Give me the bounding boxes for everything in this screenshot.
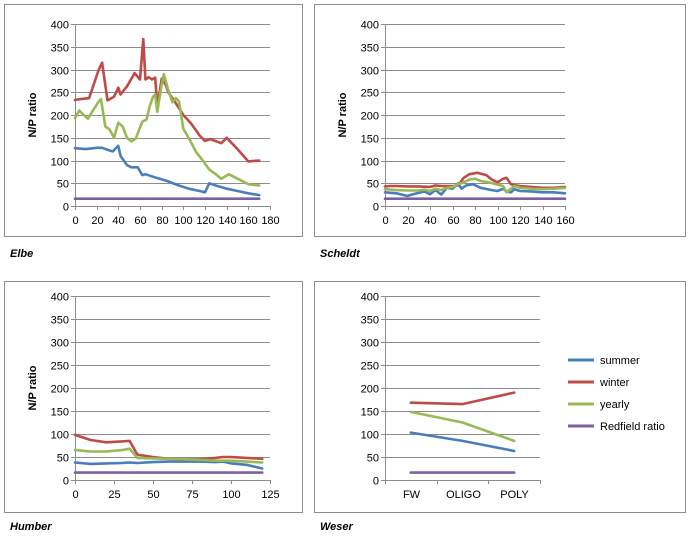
scheldt-x-tick-label: 20	[402, 215, 414, 227]
elbe-x-tick-label: 80	[156, 215, 168, 227]
elbe-y-tick-label: 50	[57, 179, 69, 191]
elbe-y-tick-label: 150	[51, 134, 69, 146]
scheldt-series-summer	[383, 182, 567, 198]
elbe-series-yearly	[73, 72, 261, 187]
elbe-y-tick-label: 200	[51, 111, 69, 123]
elbe-x-tick-label: 40	[112, 215, 124, 227]
humber-series-yearly	[73, 447, 264, 464]
chart-weser: 0 50 100 150 200 250 300 350 400 FW OLIGO POLY summe…	[314, 281, 686, 513]
scheldt-y-axis-title: N/P ratio	[337, 92, 349, 137]
humber-frame	[4, 281, 303, 513]
chart-humber: 0 50 100 150 200 250 300 350 400 0 25 50 75 100 125 N/P…	[4, 281, 303, 513]
weser-legend-label-redfield-ratio: Redfield ratio	[600, 421, 665, 433]
humber-y-axis-title: N/P ratio	[27, 365, 39, 410]
caption-scheldt: Scheldt	[320, 248, 360, 260]
scheldt-x-tick-label: 40	[424, 215, 436, 227]
scheldt-x-tick-label: 80	[469, 215, 481, 227]
humber-y-tick-label: 100	[51, 430, 69, 442]
scheldt-y-tick-label: 150	[361, 134, 379, 146]
weser-y-tick-label: 350	[361, 315, 379, 327]
elbe-y-tick-label: 350	[51, 43, 69, 55]
humber-y-tick-label: 150	[51, 407, 69, 419]
weser-y-tick-label: 0	[373, 476, 379, 488]
scheldt-series-yearly	[383, 177, 567, 194]
chart-scheldt: 0 50 100 150 200 250 300 350 400 0 20 40 60 80 100 120 1…	[314, 4, 686, 237]
elbe-y-tick-label: 0	[63, 202, 69, 214]
weser-series-yearly	[409, 410, 516, 443]
weser-x-tick-label: POLY	[500, 489, 529, 501]
elbe-series-summer	[73, 144, 261, 197]
humber-x-tick-label: 125	[261, 489, 279, 501]
elbe-x-tick-label: 140	[218, 215, 236, 227]
humber-y-tick-label: 250	[51, 361, 69, 373]
humber-series-summer	[73, 460, 264, 470]
elbe-x-tick-label: 0	[72, 215, 78, 227]
weser-legend-label-winter: winter	[599, 377, 630, 389]
weser-y-tick-label: 100	[361, 430, 379, 442]
weser-y-tick-label: 200	[361, 384, 379, 396]
humber-y-tick-label: 200	[51, 384, 69, 396]
scheldt-x-tick-label: 60	[447, 215, 459, 227]
humber-y-tick-label: 350	[51, 315, 69, 327]
caption-weser: Weser	[320, 521, 353, 533]
scheldt-x-tick-label: 160	[556, 215, 574, 227]
humber-x-tick-label: 100	[222, 489, 240, 501]
weser-series-winter	[409, 391, 516, 406]
humber-y-tick-label: 0	[63, 476, 69, 488]
scheldt-x-tick-label: 0	[382, 215, 388, 227]
elbe-x-tick-label: 60	[134, 215, 146, 227]
elbe-x-tick-label: 180	[261, 215, 279, 227]
scheldt-y-tick-label: 350	[361, 43, 379, 55]
elbe-x-tick-label: 120	[196, 215, 214, 227]
weser-y-tick-label: 250	[361, 361, 379, 373]
weser-series-summer	[409, 431, 516, 453]
elbe-x-tick-label: 20	[91, 215, 103, 227]
elbe-x-tick-label: 160	[239, 215, 257, 227]
scheldt-y-tick-label: 400	[361, 20, 379, 32]
weser-y-tick-label: 150	[361, 407, 379, 419]
scheldt-y-tick-label: 300	[361, 66, 379, 78]
elbe-x-tick-label: 100	[174, 215, 192, 227]
elbe-y-tick-label: 400	[51, 20, 69, 32]
weser-x-tick-label: FW	[403, 489, 421, 501]
humber-x-tick-label: 25	[108, 489, 120, 501]
elbe-y-tick-label: 100	[51, 157, 69, 169]
humber-y-tick-label: 400	[51, 292, 69, 304]
weser-y-tick-label: 300	[361, 338, 379, 350]
elbe-y-axis-title: N/P ratio	[27, 92, 39, 137]
scheldt-y-tick-label: 100	[361, 157, 379, 169]
humber-x-tick-label: 0	[72, 489, 78, 501]
elbe-y-tick-label: 300	[51, 66, 69, 78]
weser-y-tick-label: 400	[361, 292, 379, 304]
scheldt-y-tick-label: 0	[373, 202, 379, 214]
scheldt-series-winter	[383, 171, 567, 190]
scheldt-x-tick-label: 140	[534, 215, 552, 227]
elbe-y-tick-label: 250	[51, 88, 69, 100]
weser-x-tick-label: OLIGO	[446, 489, 481, 501]
scheldt-y-tick-label: 250	[361, 88, 379, 100]
weser-y-tick-label: 50	[367, 453, 379, 465]
humber-x-tick-label: 50	[147, 489, 159, 501]
caption-elbe: Elbe	[10, 248, 34, 260]
humber-y-tick-label: 300	[51, 338, 69, 350]
scheldt-x-tick-label: 120	[511, 215, 529, 227]
elbe-frame	[4, 4, 303, 237]
humber-x-tick-label: 75	[186, 489, 198, 501]
humber-y-tick-label: 50	[57, 453, 69, 465]
scheldt-x-tick-label: 100	[489, 215, 507, 227]
weser-legend-label-summer: summer	[600, 355, 640, 367]
scheldt-y-tick-label: 50	[367, 179, 379, 191]
elbe-series-winter	[73, 37, 261, 163]
scheldt-y-tick-label: 200	[361, 111, 379, 123]
weser-legend-label-yearly: yearly	[600, 399, 630, 411]
caption-humber: Humber	[10, 521, 52, 533]
